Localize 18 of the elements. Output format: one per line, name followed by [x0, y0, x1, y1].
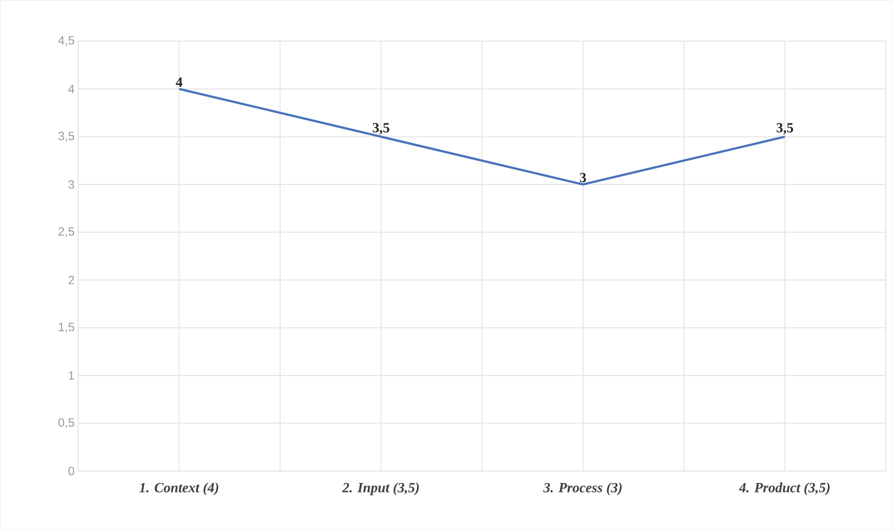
x-tick-label: 3. Process (3)	[543, 482, 622, 496]
y-tick-label: 2	[68, 276, 74, 284]
y-tick-label: 4	[68, 84, 74, 93]
y-tick-label: 1	[68, 371, 74, 380]
x-tick-label: 1. Context (4)	[139, 482, 218, 496]
y-tick-label: 4,5	[58, 36, 74, 46]
y-tick-label: 0,5	[58, 418, 74, 428]
y-tick-label: 0	[68, 466, 74, 476]
x-tick-label: 2. Input (3,5)	[342, 482, 419, 496]
y-tick-label: 3,5	[58, 132, 74, 142]
x-tick-label: 4. Product (3,5)	[738, 482, 830, 496]
data-label: 3	[580, 172, 586, 182]
data-label: 3,5	[372, 122, 390, 134]
y-tick-label: 2,5	[58, 227, 74, 238]
data-label: 4	[176, 77, 182, 87]
y-tick-label: 3	[68, 180, 74, 189]
y-tick-label: 1,5	[58, 322, 74, 333]
data-label: 3,5	[776, 122, 794, 134]
